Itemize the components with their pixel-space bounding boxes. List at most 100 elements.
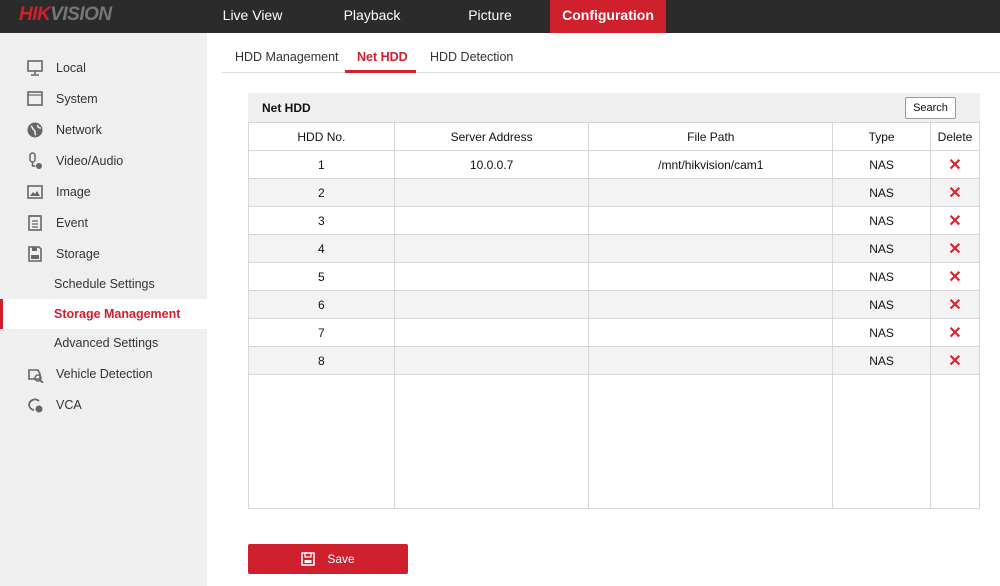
- delete-icon[interactable]: ✕: [948, 184, 962, 202]
- cell-type: NAS: [832, 262, 931, 291]
- cell-type: NAS: [832, 234, 931, 263]
- cell-delete[interactable]: ✕: [930, 234, 980, 263]
- cell-no: 2: [248, 178, 395, 207]
- sidebar-item-label: Image: [56, 185, 91, 199]
- top-bar: HIKVISION Live View Playback Picture Con…: [0, 0, 1000, 33]
- sidebar-sub-advanced-settings[interactable]: Advanced Settings: [0, 328, 207, 358]
- cell-addr: [393, 318, 590, 347]
- cell-path: /mnt/hikvision/cam1: [588, 150, 834, 179]
- tab-net-hdd[interactable]: Net HDD: [357, 50, 408, 64]
- delete-icon[interactable]: ✕: [948, 212, 962, 230]
- sidebar-item-label: VCA: [56, 398, 82, 412]
- cell-no: 3: [248, 206, 395, 235]
- cell-no: 6: [248, 290, 395, 319]
- empty-cell: [588, 374, 834, 509]
- cell-addr: [393, 346, 590, 375]
- calendar-icon: [25, 214, 45, 232]
- sidebar-item-label: Video/Audio: [56, 154, 124, 168]
- col-type: Type: [832, 122, 931, 151]
- empty-cell: [393, 374, 590, 509]
- table-row[interactable]: 2 NAS ✕: [248, 178, 980, 207]
- sidebar-item-label: Schedule Settings: [54, 277, 155, 291]
- vca-icon: [25, 396, 45, 414]
- sidebar-item-network[interactable]: Network: [0, 115, 207, 145]
- search-button[interactable]: Search: [905, 97, 956, 119]
- cell-path: [588, 262, 834, 291]
- vehicle-icon: [25, 365, 45, 383]
- cell-delete[interactable]: ✕: [930, 262, 980, 291]
- table-row[interactable]: 4 NAS ✕: [248, 234, 980, 263]
- cell-delete[interactable]: ✕: [930, 150, 980, 179]
- delete-icon[interactable]: ✕: [948, 324, 962, 342]
- sidebar-sub-schedule-settings[interactable]: Schedule Settings: [0, 269, 207, 299]
- cell-delete[interactable]: ✕: [930, 178, 980, 207]
- sidebar-item-label: Vehicle Detection: [56, 367, 153, 381]
- cell-delete[interactable]: ✕: [930, 318, 980, 347]
- cell-type: NAS: [832, 318, 931, 347]
- sidebar: Local System Network Video/Audio Image Event S…: [0, 33, 207, 586]
- cell-addr: [393, 206, 590, 235]
- cell-no: 7: [248, 318, 395, 347]
- cell-delete[interactable]: ✕: [930, 206, 980, 235]
- image-icon: [25, 183, 45, 201]
- sidebar-item-local[interactable]: Local: [0, 53, 207, 83]
- delete-icon[interactable]: ✕: [948, 268, 962, 286]
- sidebar-item-video-audio[interactable]: Video/Audio: [0, 146, 207, 176]
- cell-type: NAS: [832, 178, 931, 207]
- sidebar-item-vca[interactable]: VCA: [0, 390, 207, 420]
- nav-playback[interactable]: Playback: [343, 7, 401, 23]
- table-row[interactable]: 8 NAS ✕: [248, 346, 980, 375]
- delete-icon[interactable]: ✕: [948, 296, 962, 314]
- table-row[interactable]: 1 10.0.0.7/mnt/hikvision/cam1 NAS ✕: [248, 150, 980, 179]
- sidebar-item-storage[interactable]: Storage: [0, 239, 207, 269]
- sidebar-item-vehicle-detection[interactable]: Vehicle Detection: [0, 359, 207, 389]
- floppy-icon: [25, 245, 45, 263]
- table-row[interactable]: 3 NAS ✕: [248, 206, 980, 235]
- cell-type: NAS: [832, 346, 931, 375]
- cell-type: NAS: [832, 290, 931, 319]
- panel-title: Net HDD: [262, 101, 311, 115]
- tab-hdd-detection[interactable]: HDD Detection: [430, 50, 514, 64]
- save-icon: [301, 552, 316, 566]
- cell-path: [588, 346, 834, 375]
- active-tab-underline: [345, 70, 416, 73]
- sidebar-item-system[interactable]: System: [0, 84, 207, 114]
- col-hdd-no: HDD No.: [248, 122, 395, 151]
- empty-cell: [930, 374, 980, 509]
- delete-icon[interactable]: ✕: [948, 352, 962, 370]
- cell-addr: [393, 178, 590, 207]
- panel-header: Net HDD Search: [248, 93, 980, 122]
- empty-cell: [248, 374, 395, 509]
- sidebar-item-label: Storage Management: [54, 306, 181, 321]
- tab-hdd-management[interactable]: HDD Management: [235, 50, 339, 64]
- window-icon: [25, 90, 45, 108]
- sidebar-item-label: Storage: [56, 247, 100, 261]
- monitor-icon: [25, 59, 45, 77]
- col-server-address: Server Address: [393, 122, 590, 151]
- table-row[interactable]: 5 NAS ✕: [248, 262, 980, 291]
- cell-addr: [393, 234, 590, 263]
- delete-icon[interactable]: ✕: [948, 240, 962, 258]
- cell-addr: [393, 290, 590, 319]
- cell-delete[interactable]: ✕: [930, 346, 980, 375]
- sidebar-item-image[interactable]: Image: [0, 177, 207, 207]
- table-row[interactable]: 7 NAS ✕: [248, 318, 980, 347]
- cell-no: 1: [248, 150, 395, 179]
- nav-configuration[interactable]: Configuration: [550, 0, 666, 33]
- save-button[interactable]: Save: [248, 544, 408, 574]
- nav-live-view[interactable]: Live View: [222, 7, 283, 23]
- cell-no: 5: [248, 262, 395, 291]
- sidebar-item-event[interactable]: Event: [0, 208, 207, 238]
- nav-picture[interactable]: Picture: [468, 7, 512, 23]
- table-row[interactable]: 6 NAS ✕: [248, 290, 980, 319]
- globe-icon: [25, 121, 45, 139]
- sidebar-item-label: Advanced Settings: [54, 336, 159, 350]
- sidebar-item-label: Local: [56, 61, 86, 75]
- sidebar-sub-storage-management[interactable]: Storage Management: [0, 298, 207, 329]
- col-delete: Delete: [930, 122, 980, 151]
- delete-icon[interactable]: ✕: [948, 156, 962, 174]
- hikvision-logo: HIKVISION: [19, 4, 112, 25]
- cell-path: [588, 234, 834, 263]
- cell-delete[interactable]: ✕: [930, 290, 980, 319]
- cell-addr: 10.0.0.7: [393, 150, 590, 179]
